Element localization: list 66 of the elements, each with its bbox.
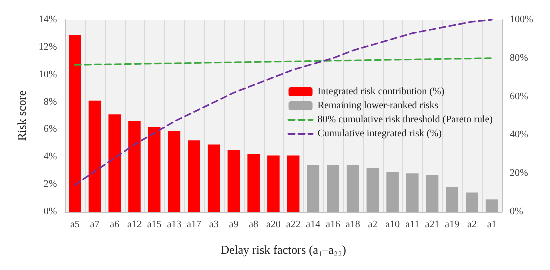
x-tick-label: a2 xyxy=(368,220,378,230)
y-tick-label: 14% xyxy=(38,14,58,26)
x-tick-label: a2 xyxy=(467,220,477,230)
bar xyxy=(148,126,161,212)
bar xyxy=(386,172,399,212)
y-tick-label: 12% xyxy=(38,42,58,53)
bar xyxy=(287,156,300,212)
bar xyxy=(208,144,220,212)
x-tick-label: a16 xyxy=(326,220,340,230)
bar xyxy=(466,192,478,212)
y-axis-title: Risk score xyxy=(15,90,29,142)
x-tick-label: a11 xyxy=(406,220,420,230)
bar xyxy=(307,165,320,212)
x-tick-label: a13 xyxy=(167,220,182,230)
y-tick-label: 4% xyxy=(44,152,58,163)
bar xyxy=(327,165,340,212)
y-tick-label: 0% xyxy=(44,206,58,218)
x-tick-label: a7 xyxy=(90,220,100,230)
bar xyxy=(406,174,419,212)
x-tick-label: a22 xyxy=(286,220,301,230)
bar xyxy=(88,100,102,212)
line-series xyxy=(74,58,493,66)
x-tick-label: a21 xyxy=(425,220,440,230)
bar xyxy=(446,187,459,212)
bar xyxy=(366,168,380,212)
line-series xyxy=(74,19,493,186)
x-tick-label: a10 xyxy=(386,220,400,230)
bar xyxy=(168,131,181,212)
bar xyxy=(248,154,260,212)
y-tick-label: 8% xyxy=(44,96,58,108)
x-tick-label: a19 xyxy=(445,220,460,230)
y2-tick-label: 100% xyxy=(510,14,534,26)
x-tick-label: a15 xyxy=(147,220,162,230)
bar xyxy=(188,140,200,212)
x-tick-label: a5 xyxy=(70,220,80,230)
x-tick-label: a3 xyxy=(209,220,219,230)
bar xyxy=(108,114,122,212)
y-tick-label: 10% xyxy=(38,69,58,80)
x-tick-label: a12 xyxy=(127,220,142,230)
y-tick-label: 6% xyxy=(44,124,58,136)
legend-label: 80% cumulative risk threshold (Pareto rule) xyxy=(318,114,494,126)
x-tick-label: a20 xyxy=(266,220,281,230)
x-tick-label: a9 xyxy=(229,220,239,230)
x-tick-label: a18 xyxy=(346,220,360,230)
x-tick-label: a8 xyxy=(249,220,259,230)
legend-label: Cumulative integrated risk (%) xyxy=(318,128,442,140)
x-tick-label: a6 xyxy=(110,220,120,230)
bar xyxy=(228,150,240,212)
y2-tick-label: 80% xyxy=(510,52,528,64)
y-tick-label: 2% xyxy=(44,179,58,190)
legend-label: Integrated risk contribution (%) xyxy=(318,86,445,98)
x-axis-title: Delay risk factors (a₁–a₂₂) xyxy=(220,243,346,257)
bar xyxy=(346,165,360,212)
legend-label: Remaining lower-ranked risks xyxy=(318,100,439,112)
y2-tick-label: 40% xyxy=(510,130,528,141)
bar xyxy=(128,121,141,212)
bar xyxy=(69,35,82,212)
x-tick-label: a14 xyxy=(306,220,321,230)
x-tick-label: a17 xyxy=(187,220,202,230)
bar xyxy=(486,200,498,212)
y2-tick-label: 20% xyxy=(510,168,528,180)
y2-tick-label: 0% xyxy=(510,206,524,218)
x-tick-label: a1 xyxy=(487,220,497,230)
bar xyxy=(268,156,280,212)
y2-tick-label: 60% xyxy=(510,91,528,102)
bar xyxy=(426,174,439,212)
